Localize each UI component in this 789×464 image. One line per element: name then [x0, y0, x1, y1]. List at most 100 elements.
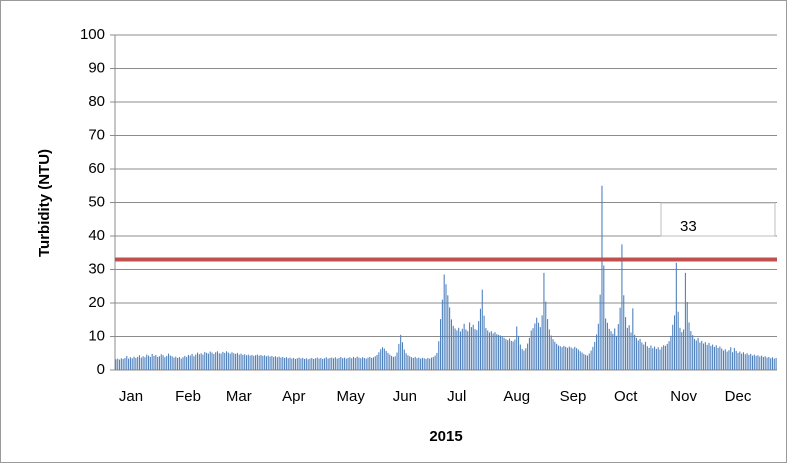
bar: [289, 357, 291, 370]
bar: [129, 357, 131, 370]
y-tick-label: 30: [88, 260, 105, 277]
bar: [623, 295, 625, 370]
bar: [207, 353, 209, 370]
bar: [684, 272, 686, 370]
bar: [507, 340, 509, 370]
bar: [675, 262, 677, 370]
bar: [443, 274, 445, 370]
bar: [625, 317, 627, 370]
threshold-label: 33: [680, 218, 697, 235]
bar: [692, 335, 694, 370]
bar: [401, 342, 404, 370]
bar: [512, 341, 514, 370]
bar: [459, 331, 462, 370]
bar: [391, 355, 393, 370]
bar: [610, 331, 612, 370]
bar: [303, 358, 306, 370]
bar: [487, 330, 489, 370]
bar: [322, 358, 324, 370]
bar: [483, 315, 485, 370]
bar: [189, 355, 191, 370]
bar: [590, 350, 592, 370]
bar: [508, 338, 511, 370]
bar: [429, 358, 431, 370]
bar: [677, 311, 679, 370]
bar: [418, 357, 420, 370]
bar: [646, 346, 648, 370]
bar: [494, 332, 496, 370]
bar: [298, 357, 300, 370]
bar: [454, 328, 456, 370]
bar: [394, 356, 396, 370]
bar: [400, 334, 402, 370]
bar: [712, 344, 714, 370]
bar: [514, 339, 516, 370]
bar: [253, 355, 255, 370]
bar: [169, 355, 171, 370]
bar: [331, 357, 333, 370]
bar: [398, 343, 400, 370]
bar: [559, 346, 561, 370]
bar: [501, 336, 503, 370]
bar: [164, 357, 166, 370]
bar: [213, 353, 215, 370]
bar: [412, 357, 414, 370]
bar: [670, 335, 672, 370]
bar: [265, 356, 267, 370]
bar: [204, 351, 206, 370]
bar: [153, 355, 155, 370]
bar: [280, 357, 282, 370]
bar: [539, 327, 541, 370]
bar: [679, 327, 681, 370]
x-tick-label: Jul: [447, 388, 466, 405]
bar: [300, 358, 302, 370]
bar: [351, 358, 353, 370]
bar: [383, 348, 385, 370]
bar: [735, 350, 737, 370]
bar: [521, 348, 523, 370]
bar: [637, 340, 639, 370]
bar: [615, 335, 618, 370]
bar: [695, 340, 697, 370]
bar: [376, 354, 378, 370]
bar: [770, 358, 772, 370]
bar: [421, 357, 423, 370]
bar: [461, 328, 463, 370]
bar: [387, 352, 389, 370]
bar: [285, 357, 287, 370]
bar: [372, 357, 374, 370]
bar: [245, 355, 248, 370]
bar: [371, 357, 373, 370]
bar: [518, 335, 520, 370]
bar: [184, 355, 186, 370]
bar: [715, 345, 717, 370]
bar: [126, 355, 128, 370]
bar: [764, 356, 766, 370]
bar: [267, 355, 269, 370]
bar: [635, 337, 637, 370]
bar: [699, 342, 701, 370]
bar: [583, 353, 585, 370]
bar: [574, 346, 576, 370]
bar: [643, 344, 645, 370]
bar: [523, 350, 525, 370]
bar: [755, 355, 757, 370]
bar: [650, 345, 652, 370]
bar: [719, 346, 721, 370]
bar: [244, 354, 246, 370]
bar: [744, 354, 746, 370]
bar: [568, 346, 570, 370]
bar: [416, 358, 418, 370]
bar: [588, 353, 590, 370]
bar: [363, 357, 365, 370]
bar: [547, 319, 549, 370]
bar: [329, 357, 331, 370]
bar: [686, 301, 688, 370]
bar: [757, 355, 759, 370]
bar: [579, 351, 581, 370]
bar: [282, 356, 284, 370]
bar: [117, 358, 119, 370]
bar: [673, 315, 676, 370]
bar: [592, 346, 594, 370]
